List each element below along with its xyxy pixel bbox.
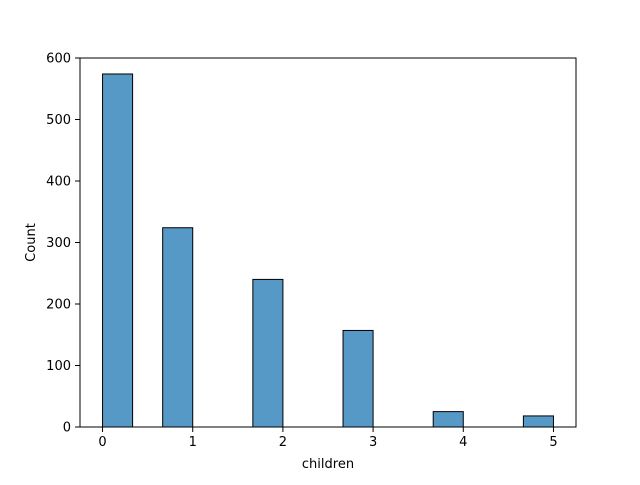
x-tick-label: 2 [279, 435, 287, 450]
x-tick-label: 5 [549, 435, 557, 450]
plot-frame [79, 57, 577, 428]
y-tick-label: 200 [46, 298, 71, 313]
x-axis-ticks: 0 1 2 3 4 5 [98, 427, 558, 450]
histogram-bar-5 [522, 415, 554, 428]
histogram-bar-0 [102, 73, 134, 428]
histogram-bar-1 [162, 227, 194, 428]
x-tick-label: 4 [459, 435, 467, 450]
x-tick-label: 0 [98, 435, 106, 450]
x-axis-label: children [302, 457, 354, 472]
y-tick-label: 400 [46, 175, 71, 190]
x-tick-label: 1 [189, 435, 197, 450]
y-tick-label: 500 [46, 113, 71, 128]
histogram-bar-4 [432, 411, 464, 428]
x-tick-label: 3 [369, 435, 377, 450]
y-tick-label: 600 [46, 52, 71, 67]
y-tick-label: 0 [63, 421, 71, 436]
y-axis-label: Count [24, 223, 39, 262]
bars-group [102, 73, 554, 428]
y-axis-ticks: 0 100 200 300 400 500 600 [46, 52, 80, 436]
histogram-bar-2 [252, 278, 284, 428]
y-tick-label: 300 [46, 236, 71, 251]
histogram-bar-3 [342, 329, 374, 428]
y-tick-label: 100 [46, 359, 71, 374]
